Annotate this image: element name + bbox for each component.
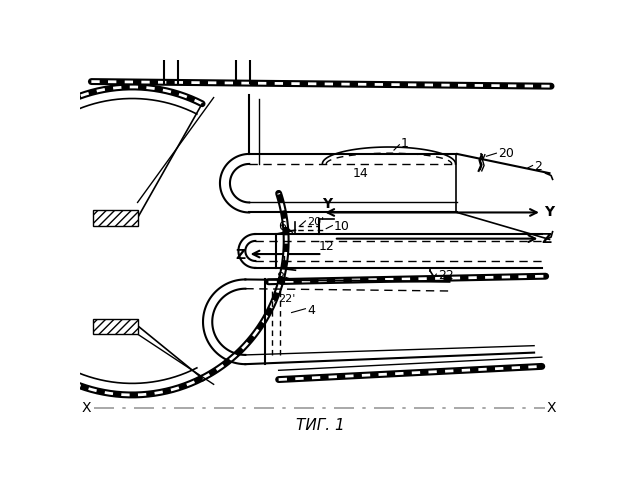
Text: X: X bbox=[81, 401, 91, 415]
Text: 22: 22 bbox=[438, 269, 454, 282]
Text: 1: 1 bbox=[401, 136, 409, 149]
Text: 20': 20' bbox=[307, 216, 324, 226]
Text: 10: 10 bbox=[334, 220, 350, 233]
Text: Y: Y bbox=[544, 206, 554, 220]
Text: Y: Y bbox=[322, 197, 332, 211]
Text: 12: 12 bbox=[319, 240, 334, 253]
Text: 8: 8 bbox=[276, 270, 284, 283]
Bar bbox=[93, 318, 138, 334]
Text: 2: 2 bbox=[534, 160, 542, 173]
Text: Z: Z bbox=[235, 248, 245, 262]
Bar bbox=[93, 210, 138, 226]
Text: 6: 6 bbox=[279, 220, 286, 233]
Text: X: X bbox=[546, 401, 556, 415]
Text: 20: 20 bbox=[498, 148, 514, 160]
Text: 14: 14 bbox=[353, 168, 369, 180]
Text: 22': 22' bbox=[279, 294, 296, 304]
Text: 4: 4 bbox=[307, 304, 315, 317]
Text: ΤИГ. 1: ΤИГ. 1 bbox=[297, 418, 345, 433]
Text: Z: Z bbox=[542, 232, 552, 245]
